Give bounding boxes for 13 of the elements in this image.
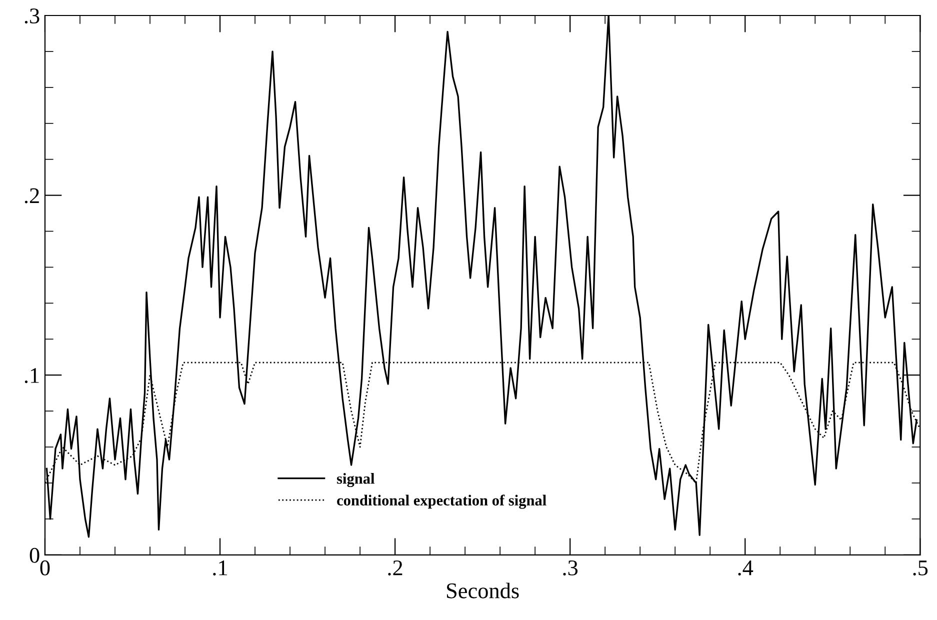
x-tick-label: .2 bbox=[388, 560, 402, 576]
y-tick-label: .3 bbox=[24, 8, 40, 24]
legend-label: conditional expectation of signal bbox=[337, 494, 546, 509]
x-tick-label: .1 bbox=[213, 560, 228, 576]
x-tick-label: .3 bbox=[563, 560, 578, 576]
x-tick-label: .5 bbox=[913, 560, 928, 576]
x-tick-label: .4 bbox=[738, 560, 754, 576]
x-axis-title: Seconds bbox=[447, 582, 519, 598]
x-tick-label: 0 bbox=[40, 560, 50, 576]
y-tick-label: .2 bbox=[24, 188, 39, 204]
y-tick-label: .1 bbox=[24, 368, 39, 384]
legend-label: signal bbox=[336, 473, 374, 488]
y-tick-label: 0 bbox=[30, 548, 40, 563]
